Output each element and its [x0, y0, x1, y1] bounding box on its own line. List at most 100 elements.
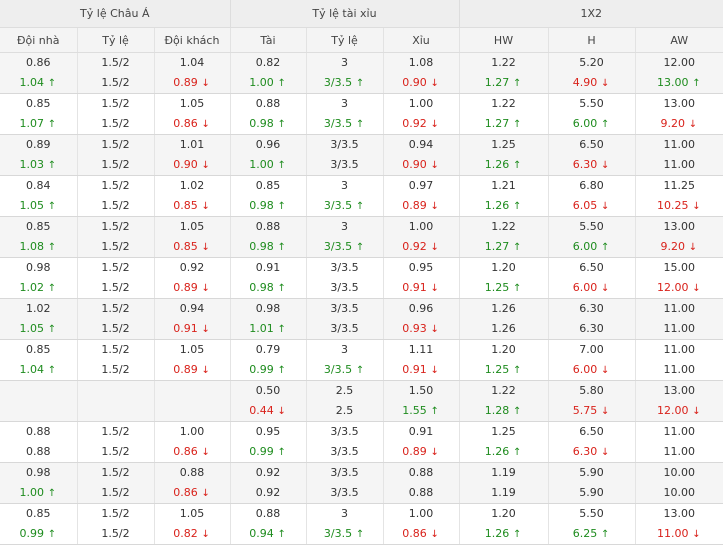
current-value-text: 6.25	[573, 527, 598, 540]
current-value-text: 1.27	[485, 240, 510, 253]
arrow-down-icon: ↓	[430, 443, 440, 463]
arrow-up-icon: ↑	[47, 238, 57, 258]
current-value-text: 1.01	[249, 322, 274, 335]
current-value: 0.98↑	[231, 237, 306, 257]
opening-value: 5.80	[549, 381, 635, 401]
current-value-text: 1.5/2	[101, 486, 129, 499]
current-value: 1.26↑	[460, 196, 548, 216]
arrow-up-icon: ↑	[277, 115, 287, 135]
current-value: 1.02↑	[0, 278, 77, 298]
current-value: 1.27↑	[460, 237, 548, 257]
current-value-text: 11.00	[664, 158, 696, 171]
current-value-text: 13.00	[657, 76, 689, 89]
current-value-text: 1.25	[485, 363, 510, 376]
arrow-up-icon: ↑	[600, 525, 610, 545]
current-value: 0.89↓	[155, 278, 230, 298]
arrow-down-icon: ↓	[600, 74, 610, 94]
current-value-text: 1.00	[249, 158, 274, 171]
arrow-up-icon: ↑	[47, 197, 57, 217]
current-value-text: 0.92	[402, 117, 427, 130]
current-value-text: 3/3.5	[324, 76, 352, 89]
current-value: 1.5/2	[78, 483, 154, 503]
current-value: 0.92	[231, 483, 306, 503]
arrow-down-icon: ↓	[688, 238, 698, 258]
current-value-text: 0.89	[402, 445, 427, 458]
arrow-up-icon: ↑	[277, 279, 287, 299]
current-value-text: 0.86	[173, 117, 198, 130]
current-value-text: 10.25	[657, 199, 689, 212]
opening-value: 15.00	[636, 258, 723, 278]
opening-value: 1.5/2	[78, 422, 154, 442]
opening-value: 0.85	[0, 340, 77, 360]
opening-value: 0.82	[231, 53, 306, 73]
current-value: 0.90↓	[384, 73, 459, 93]
opening-value: 3	[307, 504, 383, 524]
current-value: 1.26↑	[460, 442, 548, 462]
arrow-down-icon: ↓	[430, 320, 440, 340]
opening-value: 0.86	[0, 53, 77, 73]
opening-value: 1.5/2	[78, 94, 154, 114]
current-value: 3/3.5↑	[307, 196, 383, 216]
arrow-up-icon: ↑	[47, 74, 57, 94]
arrow-up-icon: ↑	[512, 197, 522, 217]
odds-cell-away	[154, 381, 230, 422]
current-value: 0.99↑	[0, 524, 77, 544]
column-header-total: Tỷ lệ	[306, 28, 383, 53]
opening-value: 1.20	[460, 258, 548, 278]
current-value: 12.00↓	[636, 401, 723, 421]
current-value: 0.93↓	[384, 319, 459, 339]
current-value: 1.26↑	[460, 155, 548, 175]
current-value-text: 0.91	[173, 322, 198, 335]
opening-value: 0.84	[0, 176, 77, 196]
arrow-up-icon: ↑	[512, 443, 522, 463]
arrow-up-icon: ↑	[355, 525, 365, 545]
current-value: 1.26↑	[460, 524, 548, 544]
arrow-up-icon: ↑	[47, 156, 57, 176]
current-value-text: 1.5/2	[101, 117, 129, 130]
current-value-text: 0.92	[402, 240, 427, 253]
opening-value: 1.22	[460, 53, 548, 73]
current-value: 1.5/2	[78, 237, 154, 257]
current-value: 0.89↓	[155, 360, 230, 380]
current-value-text: 1.05	[20, 199, 45, 212]
opening-value: 11.00	[636, 135, 723, 155]
arrow-up-icon: ↑	[512, 402, 522, 422]
current-value: 1.05↑	[0, 196, 77, 216]
current-value: 5.90	[549, 483, 635, 503]
opening-value: 3/3.5	[307, 258, 383, 278]
current-value-text: 0.99	[249, 363, 274, 376]
current-value-text: 11.00	[664, 322, 696, 335]
current-value-text: 0.86	[173, 486, 198, 499]
current-value-text: 0.98	[249, 281, 274, 294]
current-value: 1.5/2	[78, 442, 154, 462]
current-value-text: 0.86	[173, 445, 198, 458]
arrow-up-icon: ↑	[355, 74, 365, 94]
arrow-down-icon: ↓	[201, 74, 211, 94]
opening-value: 0.85	[231, 176, 306, 196]
current-value-text: 3/3.5	[324, 240, 352, 253]
current-value-text: 6.00	[573, 363, 598, 376]
opening-value: 13.00	[636, 381, 723, 401]
current-value: 0.91↓	[384, 278, 459, 298]
